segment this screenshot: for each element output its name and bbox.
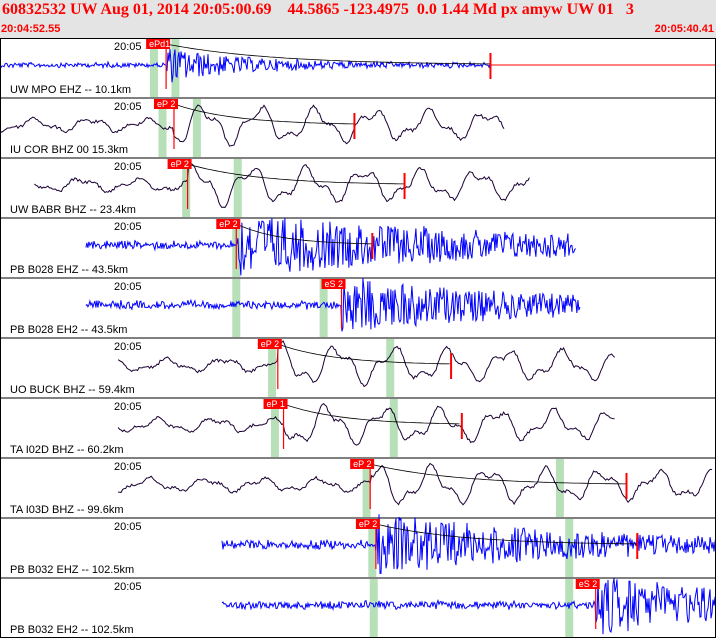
coda-curve: [236, 223, 373, 245]
station-label: UO BUCK BHZ -- 59.4km: [10, 384, 135, 396]
coda-curve: [166, 43, 491, 65]
coda-curve: [283, 403, 460, 425]
row-time-label: 20:05: [114, 281, 142, 293]
phase-pick-tag[interactable]: [575, 579, 600, 589]
analysis-window: [149, 39, 158, 97]
analysis-window: [368, 519, 377, 577]
analysis-window: [565, 519, 574, 577]
phase-pick-tag[interactable]: [350, 459, 375, 469]
analysis-window: [319, 279, 328, 337]
channel-row[interactable]: eP 2 20:05 UO BUCK BHZ -- 59.4km: [0, 339, 716, 399]
channel-row[interactable]: eP 2 20:05 PB B032 EHZ -- 102.5km: [0, 514, 716, 579]
channel-row[interactable]: eP 2 20:05 PB B028 EHZ -- 43.5km: [0, 217, 716, 279]
analysis-window: [270, 399, 279, 457]
phase-pick-tag[interactable]: [167, 159, 192, 169]
phase-pick-label: ePd1: [149, 39, 170, 49]
channel-row[interactable]: eP 2 20:05 UW BABR BHZ -- 23.4km: [0, 159, 716, 219]
analysis-window: [389, 399, 398, 457]
phase-pick-label: eP 2: [157, 99, 175, 109]
waveform-trace: [85, 278, 581, 332]
event-header: 60832532 UW Aug 01, 2014 20:05:00.69 44.…: [0, 0, 716, 38]
row-time-label: 20:05: [114, 521, 142, 533]
coda-curve: [375, 523, 636, 545]
analysis-window: [386, 339, 395, 397]
phase-pick-label: eP 2: [261, 339, 279, 349]
waveform-trace: [117, 402, 615, 446]
channel-row[interactable]: eS 2 20:05 PB B032 EH2 -- 102.5km: [0, 578, 716, 638]
phase-pick-tag[interactable]: [321, 279, 346, 289]
row-time-label: 20:05: [114, 341, 142, 353]
analysis-window: [192, 99, 201, 157]
phase-pick-label: eP 2: [359, 519, 377, 529]
channel-row[interactable]: eP 1 20:05 TA I02D BHZ -- 60.2km: [0, 399, 716, 459]
row-time-label: 20:05: [114, 401, 142, 413]
waveform-trace: [34, 162, 530, 209]
phase-pick-tag[interactable]: [153, 99, 178, 109]
waveform-trace: [118, 462, 713, 506]
phase-pick-tag[interactable]: [355, 519, 380, 529]
row-time-label: 20:05: [114, 581, 142, 593]
waveform-trace: [0, 104, 505, 147]
analysis-window: [232, 279, 241, 337]
station-label: PB B032 EH2 -- 102.5km: [10, 624, 134, 636]
row-time-label: 20:05: [114, 161, 142, 173]
seismogram-panel[interactable]: ePd1 20:05 UW MPO EHZ -- 10.1km eP 2 20:05 IU…: [0, 38, 716, 638]
waveform-trace: [221, 578, 716, 635]
analysis-window: [182, 159, 191, 217]
analysis-window: [362, 459, 371, 517]
phase-pick-label: eP 2: [353, 459, 371, 469]
channel-row[interactable]: ePd1 20:05 UW MPO EHZ -- 10.1km: [0, 39, 716, 99]
start-time-label: 20:04:52.55: [1, 23, 61, 35]
waveform-trace: [0, 48, 491, 83]
station-label: PB B032 EHZ -- 102.5km: [10, 564, 134, 576]
waveform-trace: [117, 340, 615, 388]
phase-pick-tag[interactable]: [257, 339, 282, 349]
channel-row[interactable]: eP 2 20:05 IU COR BHZ 00 15.3km: [0, 99, 716, 159]
phase-pick-tag[interactable]: [216, 219, 241, 229]
coda-curve: [187, 163, 404, 185]
event-title: 60832532 UW Aug 01, 2014 20:05:00.69 44.…: [2, 1, 634, 18]
waveform-trace: [221, 514, 716, 574]
row-time-label: 20:05: [114, 101, 142, 113]
station-label: UW BABR BHZ -- 23.4km: [10, 204, 136, 216]
phase-pick-label: eP 2: [171, 159, 189, 169]
station-label: TA I03D BHZ -- 99.6km: [10, 504, 124, 516]
waveform-trace: [85, 217, 577, 276]
row-time-label: 20:05: [114, 461, 142, 473]
phase-pick-label: eS 2: [325, 279, 344, 289]
phase-pick-label: eP 1: [267, 399, 285, 409]
channel-row[interactable]: eP 2 20:05 TA I03D BHZ -- 99.6km: [0, 459, 716, 519]
station-label: PB B028 EHZ -- 43.5km: [10, 264, 128, 276]
coda-curve: [173, 103, 354, 125]
station-label: UW MPO EHZ -- 10.1km: [10, 84, 131, 96]
analysis-window: [555, 459, 564, 517]
station-label: PB B028 EH2 -- 43.5km: [10, 324, 127, 336]
phase-pick-label: eS 2: [579, 579, 598, 589]
station-label: TA I02D BHZ -- 60.2km: [10, 444, 124, 456]
phase-pick-tag[interactable]: [263, 399, 288, 409]
row-time-label: 20:05: [114, 41, 142, 53]
coda-curve: [277, 343, 450, 365]
analysis-window: [233, 159, 242, 217]
phase-pick-tag[interactable]: [146, 39, 171, 49]
end-time-label: 20:05:40.41: [654, 23, 714, 35]
row-time-label: 20:05: [114, 221, 142, 233]
analysis-window: [369, 579, 378, 637]
station-label: IU COR BHZ 00 15.3km: [10, 144, 128, 156]
phase-pick-label: eP 2: [219, 219, 237, 229]
coda-curve: [370, 463, 627, 485]
channel-row[interactable]: eS 2 20:05 PB B028 EH2 -- 43.5km: [0, 278, 716, 339]
analysis-window: [268, 339, 277, 397]
